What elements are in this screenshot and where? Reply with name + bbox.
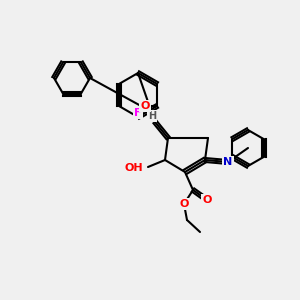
Text: F: F bbox=[134, 108, 142, 118]
Text: N: N bbox=[224, 157, 232, 167]
Text: O: O bbox=[140, 101, 150, 111]
Text: H: H bbox=[148, 111, 156, 121]
Text: O: O bbox=[140, 101, 150, 111]
Text: O: O bbox=[202, 195, 212, 205]
Text: OH: OH bbox=[124, 163, 143, 173]
Text: O: O bbox=[179, 199, 189, 209]
